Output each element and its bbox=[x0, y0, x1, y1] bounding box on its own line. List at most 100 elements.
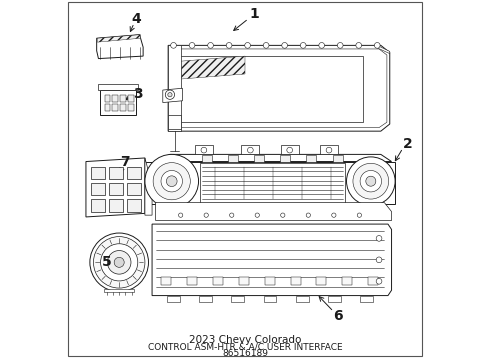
Polygon shape bbox=[377, 45, 390, 54]
Circle shape bbox=[255, 213, 259, 217]
Circle shape bbox=[204, 213, 208, 217]
Text: 3: 3 bbox=[133, 87, 143, 101]
Circle shape bbox=[153, 163, 190, 200]
Bar bbox=[100, 90, 136, 115]
Circle shape bbox=[167, 176, 177, 186]
Polygon shape bbox=[328, 296, 341, 302]
Text: 6: 6 bbox=[333, 309, 343, 323]
Bar bbox=[109, 183, 123, 195]
Bar bbox=[109, 199, 123, 212]
Circle shape bbox=[145, 154, 198, 208]
Circle shape bbox=[94, 237, 145, 288]
Polygon shape bbox=[264, 296, 276, 302]
Text: 5: 5 bbox=[101, 255, 111, 269]
Polygon shape bbox=[281, 145, 298, 154]
Polygon shape bbox=[97, 35, 143, 59]
Polygon shape bbox=[296, 296, 309, 302]
Polygon shape bbox=[168, 45, 181, 131]
Bar bbox=[112, 104, 118, 111]
Polygon shape bbox=[163, 88, 182, 103]
Circle shape bbox=[226, 42, 232, 48]
Text: 4: 4 bbox=[132, 12, 142, 26]
Bar bbox=[104, 104, 110, 111]
Bar bbox=[265, 277, 275, 285]
Bar bbox=[187, 277, 197, 285]
Bar bbox=[291, 277, 300, 285]
Polygon shape bbox=[177, 56, 245, 79]
Polygon shape bbox=[168, 115, 181, 129]
Bar bbox=[239, 277, 249, 285]
Bar bbox=[91, 167, 105, 179]
Text: 2023 Chevy Colorado: 2023 Chevy Colorado bbox=[189, 335, 301, 345]
Bar bbox=[98, 84, 138, 90]
Circle shape bbox=[161, 171, 182, 192]
Circle shape bbox=[357, 213, 362, 217]
Bar bbox=[343, 277, 352, 285]
Polygon shape bbox=[231, 296, 245, 302]
Circle shape bbox=[300, 42, 306, 48]
Bar bbox=[254, 155, 264, 162]
Bar bbox=[128, 95, 134, 102]
Bar bbox=[333, 155, 343, 162]
Circle shape bbox=[245, 42, 250, 48]
Circle shape bbox=[178, 213, 183, 217]
Bar bbox=[280, 155, 291, 162]
Circle shape bbox=[319, 42, 324, 48]
Circle shape bbox=[353, 163, 389, 199]
Bar bbox=[128, 104, 134, 111]
Bar bbox=[109, 167, 123, 179]
Polygon shape bbox=[242, 145, 259, 154]
Bar bbox=[104, 95, 110, 102]
Bar bbox=[120, 95, 126, 102]
Bar bbox=[306, 155, 317, 162]
Bar bbox=[91, 183, 105, 195]
Bar bbox=[161, 277, 171, 285]
Circle shape bbox=[230, 213, 234, 217]
Circle shape bbox=[281, 213, 285, 217]
Circle shape bbox=[376, 235, 382, 241]
Circle shape bbox=[247, 147, 253, 153]
Bar bbox=[127, 167, 141, 179]
Circle shape bbox=[287, 147, 293, 153]
Bar bbox=[317, 277, 326, 285]
Polygon shape bbox=[172, 49, 387, 127]
Bar bbox=[213, 277, 223, 285]
Circle shape bbox=[356, 42, 362, 48]
Polygon shape bbox=[195, 145, 213, 154]
Circle shape bbox=[337, 42, 343, 48]
Bar bbox=[112, 95, 118, 102]
Circle shape bbox=[346, 157, 395, 206]
Bar bbox=[202, 155, 212, 162]
Polygon shape bbox=[156, 203, 392, 221]
Circle shape bbox=[326, 147, 332, 153]
Circle shape bbox=[306, 213, 311, 217]
Circle shape bbox=[171, 42, 176, 48]
Bar bbox=[127, 199, 141, 212]
Text: 7: 7 bbox=[121, 155, 130, 169]
Circle shape bbox=[90, 233, 148, 292]
Circle shape bbox=[282, 42, 288, 48]
Circle shape bbox=[165, 90, 174, 99]
Bar bbox=[120, 104, 126, 111]
Circle shape bbox=[366, 176, 376, 186]
Polygon shape bbox=[168, 45, 390, 131]
Polygon shape bbox=[104, 289, 134, 292]
Circle shape bbox=[376, 257, 382, 263]
Circle shape bbox=[376, 278, 382, 284]
Polygon shape bbox=[167, 296, 180, 302]
Circle shape bbox=[114, 257, 124, 267]
Circle shape bbox=[168, 93, 172, 97]
Bar bbox=[368, 277, 378, 285]
Circle shape bbox=[360, 171, 382, 192]
Bar bbox=[91, 199, 105, 212]
Polygon shape bbox=[152, 224, 392, 296]
Circle shape bbox=[107, 251, 131, 274]
Circle shape bbox=[189, 42, 195, 48]
Polygon shape bbox=[98, 35, 140, 42]
Polygon shape bbox=[145, 162, 395, 204]
Polygon shape bbox=[200, 163, 345, 203]
Circle shape bbox=[263, 42, 269, 48]
Polygon shape bbox=[199, 296, 212, 302]
Text: 1: 1 bbox=[249, 7, 259, 21]
Circle shape bbox=[208, 42, 214, 48]
